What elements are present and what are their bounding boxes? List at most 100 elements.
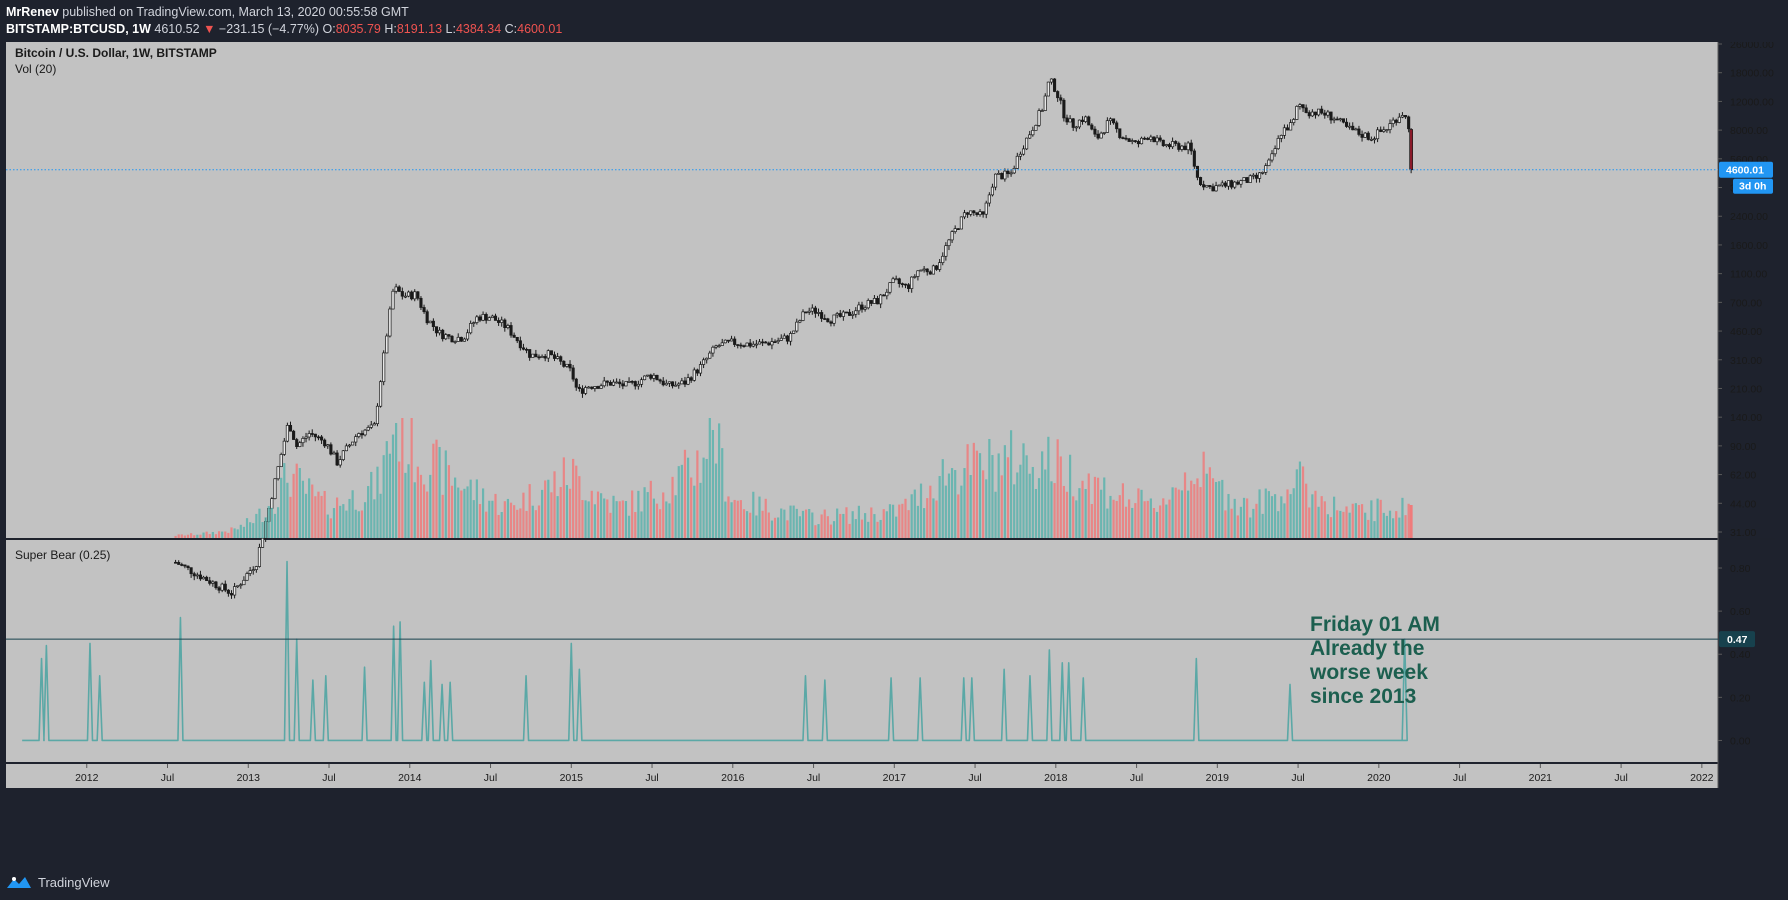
volume-bar (578, 476, 581, 538)
volume-bar (230, 527, 233, 538)
volume-bar (426, 491, 429, 538)
volume-bar (568, 488, 572, 538)
author-name[interactable]: MrRenev (6, 5, 59, 19)
chart-svg[interactable]: 26000.0018000.0012000.008000.005600.0039… (0, 39, 1788, 866)
volume-bar (895, 516, 898, 538)
volume-bar (503, 501, 506, 538)
candle-body (891, 278, 895, 284)
candle-body (360, 433, 364, 436)
volume-bar (1062, 485, 1065, 538)
volume-bar (301, 480, 305, 538)
candle-body (1226, 180, 1231, 187)
volume-bar (193, 535, 196, 538)
volume-bar (457, 487, 460, 538)
volume-bar (615, 501, 618, 538)
y-tick-label: 310.00 (1730, 355, 1762, 367)
candle-body (944, 245, 948, 257)
volume-bar (466, 486, 469, 538)
volume-bar (823, 509, 826, 538)
volume-bar (323, 490, 326, 538)
candle-body (953, 228, 957, 233)
volume-bar (1034, 488, 1038, 538)
candle-body (394, 286, 398, 292)
volume-bar (950, 468, 954, 538)
candle-body (848, 311, 852, 316)
symbol-label[interactable]: BITSTAMP:BTCUSD, 1W (6, 22, 151, 36)
candle-body (1394, 119, 1398, 123)
candle-body (1341, 118, 1345, 123)
candle-body (472, 322, 476, 324)
volume-bar (190, 533, 193, 538)
volume-bar (519, 508, 522, 538)
candle-body (1304, 107, 1308, 113)
candle-body (764, 341, 768, 344)
candle-body (820, 312, 824, 319)
volume-bar (708, 418, 711, 538)
volume-bar (1084, 488, 1087, 538)
chart-area[interactable]: 26000.0018000.0012000.008000.005600.0039… (0, 39, 1788, 866)
volume-bar (1317, 506, 1320, 538)
volume-bar (1019, 464, 1022, 538)
volume-bar (832, 521, 836, 538)
candle-body (1270, 153, 1274, 161)
volume-bar (714, 463, 718, 538)
x-tick-label: Jul (1130, 772, 1143, 784)
volume-bar (345, 510, 348, 538)
volume-bar (388, 453, 391, 538)
volume-bar (1283, 503, 1286, 538)
candle-body (1096, 133, 1100, 139)
candle-body (1152, 136, 1156, 143)
volume-bar (1211, 478, 1215, 538)
volume-bar (1404, 515, 1407, 538)
volume-bar (1131, 507, 1134, 538)
candle-body (391, 290, 395, 310)
volume-bar (954, 470, 957, 538)
volume-bar (1407, 503, 1410, 538)
candle-body (177, 562, 181, 565)
candle-body (1171, 141, 1175, 148)
candle-body (1354, 128, 1358, 131)
axis-layer: 26000.0018000.0012000.008000.005600.0039… (75, 39, 1774, 784)
candle-body (1202, 184, 1206, 188)
candle-body (1043, 95, 1047, 111)
tradingview-logo-icon[interactable] (6, 874, 32, 890)
candle-body (913, 276, 917, 278)
volume-bar (873, 514, 876, 538)
candle-body (261, 537, 265, 548)
volume-bar (603, 498, 606, 538)
volume-bar (326, 514, 329, 538)
volume-bar (516, 509, 519, 538)
candle-body (1071, 118, 1075, 128)
candle-body (605, 380, 609, 383)
volume-bar (851, 511, 854, 538)
candle-body (1332, 118, 1336, 121)
volume-bar (1146, 500, 1149, 538)
candle-body (1388, 123, 1392, 130)
volume-bar (1031, 466, 1034, 538)
volume-bar (960, 485, 963, 538)
volume-bar (242, 526, 246, 538)
candle-body (1251, 174, 1255, 177)
volume-bar (1128, 499, 1131, 538)
volume-bar (1376, 498, 1379, 538)
volume-bar (749, 512, 752, 538)
candle-body (649, 374, 653, 379)
candle-body (1080, 119, 1085, 122)
volume-bar (882, 509, 885, 538)
candle-body (419, 297, 423, 308)
candle-body (1161, 139, 1165, 147)
candle-body (444, 334, 448, 340)
brand-name[interactable]: TradingView (38, 874, 110, 890)
volume-bar (898, 504, 901, 538)
volume-bar (550, 492, 553, 538)
volume-bar (413, 482, 416, 538)
volume-bar (839, 513, 842, 538)
annotation-note[interactable]: Friday 01 AM Already the worse week sinc… (1309, 613, 1440, 708)
volume-bar (416, 466, 419, 538)
candle-body (1059, 97, 1063, 101)
volume-bar (801, 510, 805, 538)
volume-bar (808, 508, 811, 538)
volume-bar (354, 509, 357, 538)
volume-bar (398, 461, 401, 538)
volume-bar (913, 489, 916, 538)
